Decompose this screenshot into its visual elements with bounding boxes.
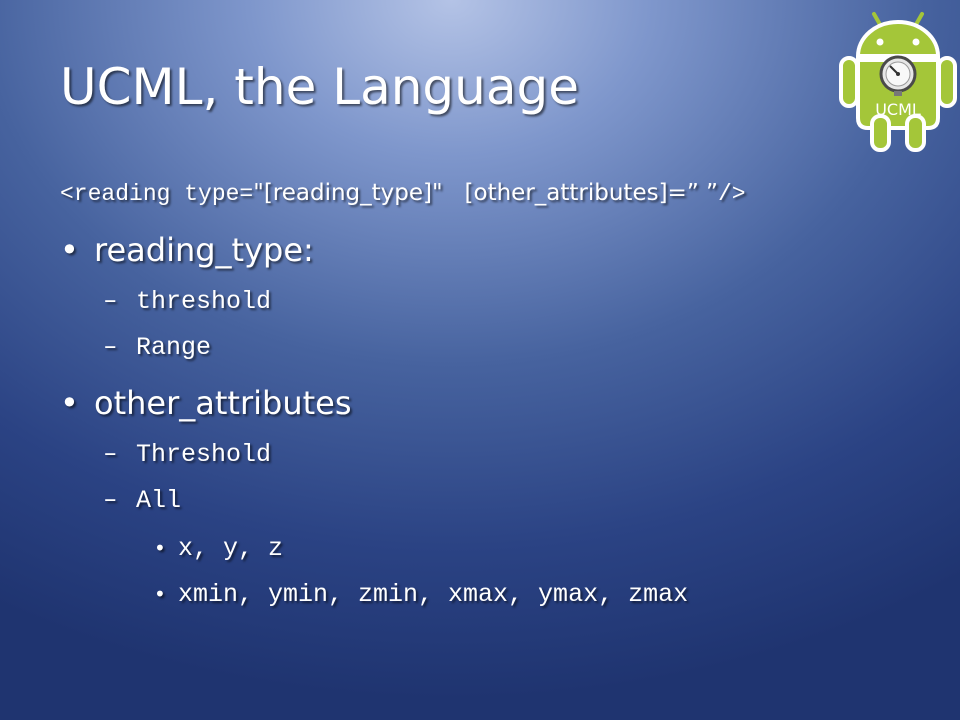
syntax-type-value: "[reading_type]" — [253, 180, 443, 206]
sub-list-item-label: x, y, z — [178, 534, 284, 563]
list-item: – threshold — [104, 283, 271, 319]
logo-text: UCML — [875, 100, 921, 119]
bullet-reading-type: • reading_type: — [60, 230, 314, 270]
dash-icon: – — [104, 331, 117, 360]
list-item-label: All — [136, 486, 182, 515]
sub-list-item-label: xmin, ymin, zmin, xmax, ymax, zmax — [178, 580, 689, 609]
syntax-tag-close: /> — [717, 181, 746, 207]
syntax-attributes: [other_attributes]=” ” — [464, 180, 718, 206]
dash-icon: – — [104, 285, 117, 314]
bullet-dot-icon: • — [154, 582, 166, 606]
list-item-label: Range — [136, 333, 212, 362]
slide-title: UCML, the Language — [60, 58, 579, 116]
list-item-label: Threshold — [136, 440, 272, 469]
android-gauge-icon: UCML — [839, 12, 957, 152]
list-item: – Range — [104, 329, 211, 365]
dash-icon: – — [104, 438, 117, 467]
bullet-dot-icon: • — [60, 231, 79, 269]
dash-icon: – — [104, 484, 117, 513]
gauge-icon — [879, 55, 917, 96]
syntax-tag-open: <reading type= — [60, 181, 254, 207]
list-item-label: threshold — [136, 287, 272, 316]
bullet-label: other_attributes — [94, 384, 352, 422]
sub-list-item: • xmin, ymin, zmin, xmax, ymax, zmax — [154, 576, 688, 612]
bullet-dot-icon: • — [154, 536, 166, 560]
list-item: – Threshold — [104, 436, 271, 472]
sub-list-item: • x, y, z — [154, 530, 283, 566]
list-item: – All — [104, 482, 181, 518]
bullet-label: reading_type: — [94, 231, 314, 269]
bullet-dot-icon: • — [60, 384, 79, 422]
bullet-other-attributes: • other_attributes — [60, 383, 352, 423]
syntax-line: <reading type="[reading_type]" [other_at… — [60, 176, 746, 211]
